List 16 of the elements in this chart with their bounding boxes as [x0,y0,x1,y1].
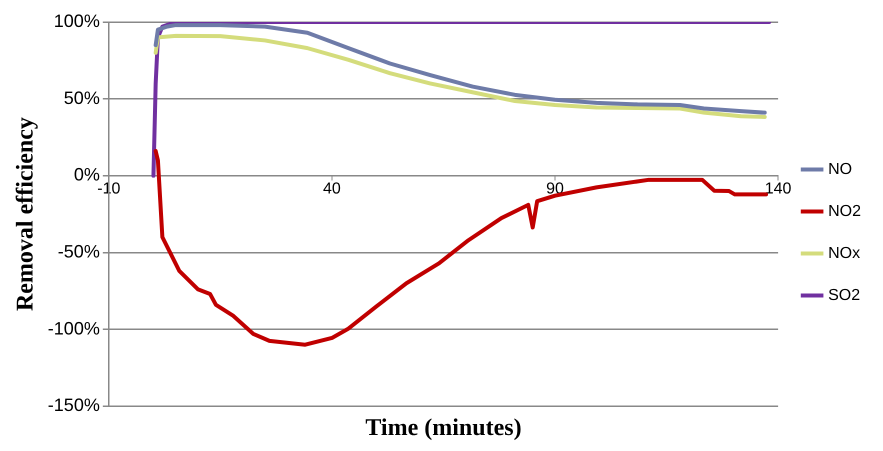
x-tick-label: 140 [764,180,792,198]
legend-label: NO2 [828,202,862,220]
x-tick-label: 90 [546,180,564,198]
y-tick-label: 0% [74,164,100,185]
x-axis-title: Time (minutes) [365,414,522,441]
x-tick-label: 40 [323,180,341,198]
legend-label: NO [828,160,852,178]
legend-label: NOx [828,244,860,262]
y-tick-label: 100% [54,10,100,31]
y-tick-label: -100% [48,318,100,338]
y-tick-label: 50% [64,88,100,108]
y-tick-label: -150% [48,395,100,416]
x-tick-label: -10 [97,180,120,198]
y-axis-title: Removal efficiency [12,117,39,312]
legend-label: SO2 [828,286,860,304]
y-tick-label: -50% [58,241,100,262]
